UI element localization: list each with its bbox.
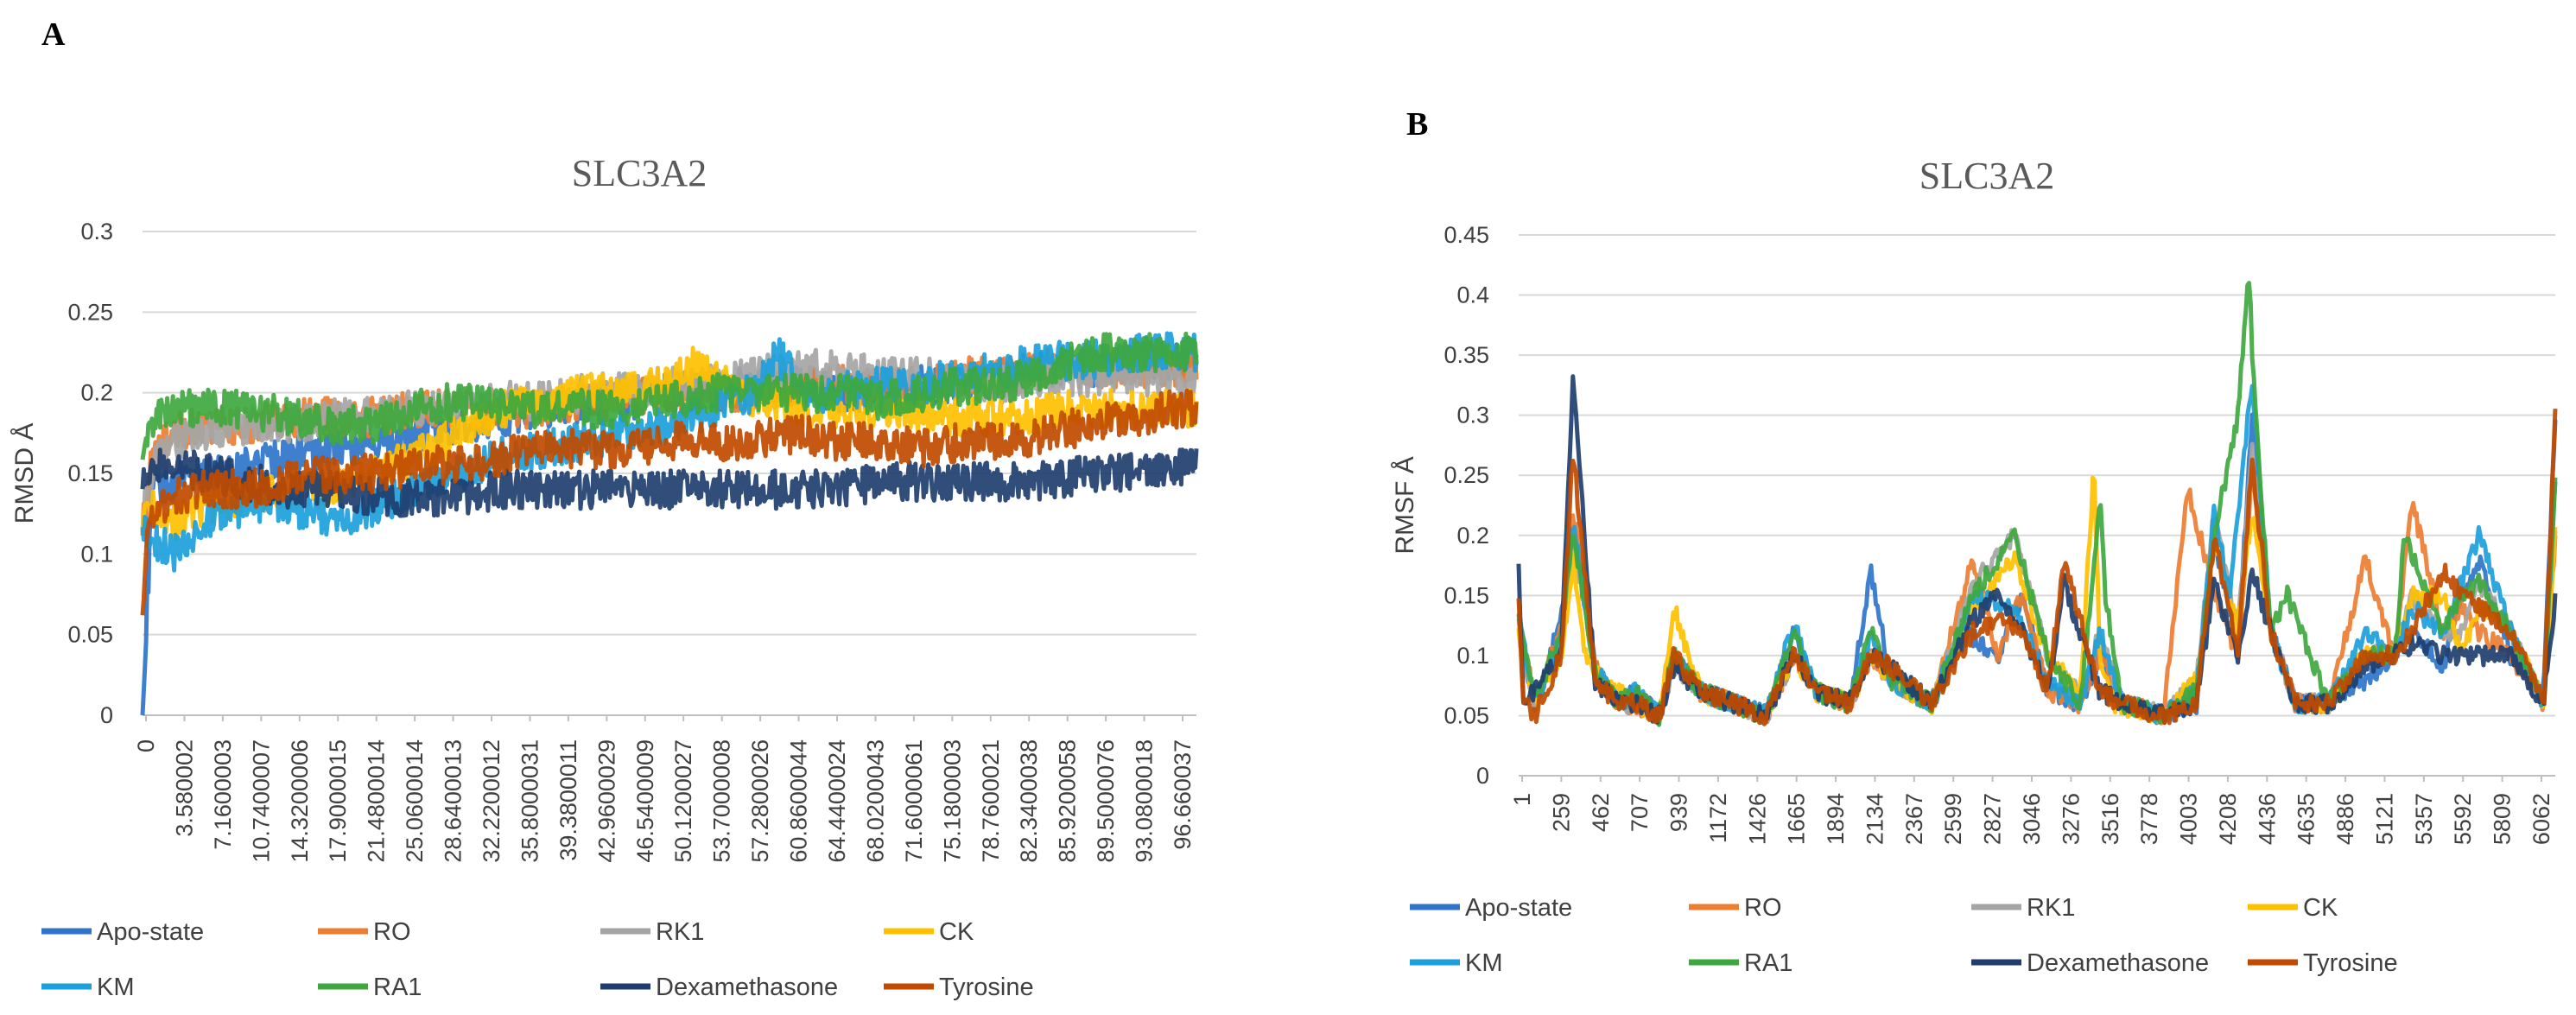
legend-label-b: RK1 [2027,894,2075,922]
panel-b-label: B [1406,106,1429,143]
legend-label-b: RO [1744,894,1782,922]
series-line-a [140,331,1199,460]
x-tick-label-a: 64.4400024 [824,739,850,863]
legend-label-a: KM [97,974,135,1001]
x-tick-label-b: 3516 [2097,793,2123,845]
y-axis-title-a: RMSD Å [10,423,39,524]
legend-label-a: Tyrosine [939,974,1034,1001]
x-tick-label-b: 4886 [2332,793,2358,845]
legend-label-a: RO [373,918,411,946]
x-tick-label-a: 53.7000008 [709,739,735,863]
x-tick-label-a: 57.2800026 [747,739,773,863]
x-tick-label-b: 4436 [2254,793,2280,845]
legend-label-a: Apo-state [97,918,204,946]
x-tick-label-b: 4003 [2176,793,2202,845]
y-tick-label-b: 0 [1476,763,1489,789]
x-tick-label-b: 3046 [2019,793,2045,845]
x-tick-label-a: 3.580002 [171,739,197,837]
y-tick-label-b: 0.25 [1443,462,1489,488]
x-tick-label-a: 71.6000061 [901,739,927,863]
x-tick-label-a: 50.1200027 [670,739,696,863]
x-tick-label-a: 96.660037 [1170,739,1196,850]
x-tick-label-b: 2827 [1980,793,2006,845]
legend-label-a: Dexamethasone [656,974,838,1001]
x-tick-label-b: 2367 [1901,793,1927,845]
x-tick-label-a: 0 [133,739,159,752]
y-tick-label-b: 0.15 [1443,582,1489,608]
y-tick-label-b: 0.1 [1456,643,1489,669]
legend-label-a: CK [939,918,974,946]
x-tick-label-a: 85.9200058 [1055,739,1081,863]
legend-label-b: CK [2303,894,2338,922]
y-tick-label-b: 0.45 [1443,222,1489,248]
x-tick-label-b: 5809 [2490,793,2516,845]
y-tick-label-b: 0.3 [1456,403,1489,428]
panel-a-label: A [41,16,66,53]
x-tick-label-b: 707 [1627,793,1653,832]
x-tick-label-a: 32.2200012 [479,739,504,863]
x-tick-label-b: 2134 [1862,793,1888,845]
x-tick-label-a: 28.6400013 [441,739,466,863]
y-tick-label-a: 0.1 [80,541,113,567]
x-tick-label-b: 6062 [2528,793,2554,845]
x-tick-label-a: 75.1800003 [939,739,965,863]
legend-label-b: RA1 [1744,949,1792,977]
x-tick-label-b: 1426 [1744,793,1770,845]
y-tick-label-a: 0.2 [80,380,113,406]
x-tick-label-a: 46.5400009 [632,739,658,863]
y-tick-label-a: 0.15 [67,460,113,486]
x-tick-label-a: 78.7600021 [978,739,1004,863]
y-tick-label-a: 0.05 [67,622,113,648]
x-tick-label-b: 1 [1509,793,1535,806]
y-tick-label-a: 0.25 [67,299,113,325]
x-tick-label-b: 259 [1548,793,1574,832]
legend-label-b: Tyrosine [2303,949,2398,977]
x-tick-label-b: 1665 [1784,793,1810,845]
x-tick-label-b: 1172 [1705,793,1731,843]
y-tick-label-b: 0.2 [1456,523,1489,549]
x-tick-label-b: 5357 [2411,793,2437,845]
x-tick-label-a: 14.3200006 [287,739,313,863]
y-tick-label-a: 0 [100,702,113,728]
legend-label-b: Apo-state [1465,894,1572,922]
x-tick-label-a: 17.9000015 [325,739,351,863]
x-tick-label-a: 10.7400007 [248,739,274,863]
x-tick-label-a: 7.1600003 [210,739,236,850]
x-tick-label-b: 4635 [2294,793,2319,845]
y-tick-label-b: 0.4 [1456,282,1489,308]
x-tick-label-b: 939 [1666,793,1692,832]
series-line-b [1516,409,2558,726]
chart-title-a: SLC3A2 [572,152,707,194]
x-tick-label-b: 1894 [1823,793,1849,845]
y-axis-title-b: RMSF Å [1391,456,1419,554]
chart-title-b: SLC3A2 [1919,155,2054,197]
x-tick-label-a: 93.0800018 [1132,739,1158,863]
x-tick-label-a: 60.8600044 [786,739,812,863]
legend-label-b: Dexamethasone [2027,949,2209,977]
x-tick-label-a: 21.4800014 [364,739,390,863]
legend-label-a: RK1 [656,918,704,946]
x-tick-label-a: 89.5000076 [1093,739,1119,863]
x-tick-label-a: 35.8000031 [517,739,542,863]
x-tick-label-a: 42.9600029 [593,739,619,863]
series-line-a [140,447,1199,518]
x-tick-label-b: 5121 [2371,793,2397,845]
x-tick-label-b: 3276 [2058,793,2084,845]
y-tick-label-b: 0.35 [1443,342,1489,368]
legend-label-a: RA1 [373,974,422,1001]
y-tick-label-a: 0.3 [80,219,113,244]
y-tick-label-b: 0.05 [1443,702,1489,728]
x-tick-label-a: 82.3400038 [1016,739,1042,863]
x-tick-label-a: 68.0200043 [862,739,888,863]
x-tick-label-b: 2599 [1940,793,1966,845]
legend-label-b: KM [1465,949,1503,977]
x-tick-label-a: 39.3800011 [555,739,581,861]
x-tick-label-b: 3778 [2136,793,2162,845]
x-tick-label-b: 4208 [2215,793,2241,845]
x-tick-label-b: 462 [1588,793,1614,832]
x-tick-label-b: 5592 [2450,793,2476,845]
series-line-a [140,388,1199,616]
x-tick-label-a: 25.0600014 [402,739,428,863]
